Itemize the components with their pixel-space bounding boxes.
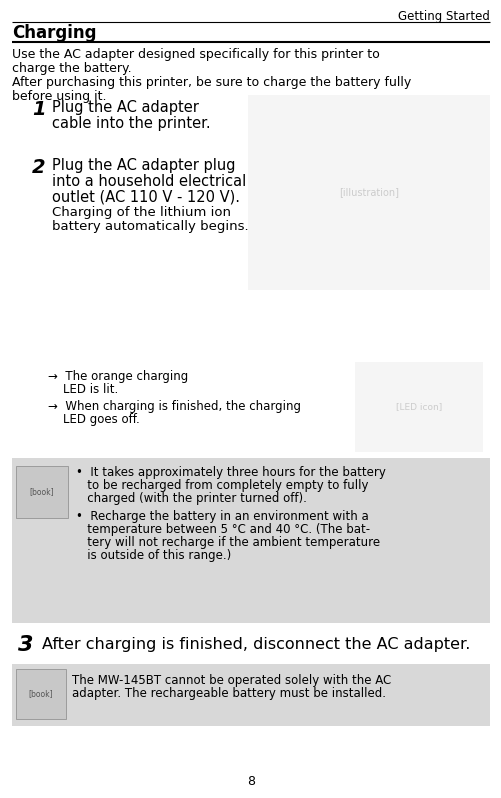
Text: The MW-145BT cannot be operated solely with the AC: The MW-145BT cannot be operated solely w…: [72, 674, 390, 687]
Text: Charging: Charging: [12, 24, 96, 42]
Text: 3: 3: [18, 635, 34, 655]
Bar: [16, 466, 68, 518]
Bar: [247, 95, 489, 290]
Text: outlet (AC 110 V - 120 V).: outlet (AC 110 V - 120 V).: [52, 190, 239, 205]
Text: charged (with the printer turned off).: charged (with the printer turned off).: [76, 492, 306, 505]
Text: 2: 2: [32, 158, 46, 177]
Text: tery will not recharge if the ambient temperature: tery will not recharge if the ambient te…: [76, 536, 379, 549]
Text: battery automatically begins.: battery automatically begins.: [52, 220, 248, 233]
Text: Getting Started: Getting Started: [397, 10, 489, 23]
Text: temperature between 5 °C and 40 °C. (The bat-: temperature between 5 °C and 40 °C. (The…: [76, 523, 369, 536]
Text: Plug the AC adapter plug: Plug the AC adapter plug: [52, 158, 235, 173]
Text: LED goes off.: LED goes off.: [48, 413, 139, 426]
Text: before using it.: before using it.: [12, 90, 106, 103]
Text: cable into the printer.: cable into the printer.: [52, 116, 210, 131]
Text: [book]: [book]: [29, 689, 53, 698]
Text: After charging is finished, disconnect the AC adapter.: After charging is finished, disconnect t…: [42, 637, 469, 652]
Text: to be recharged from completely empty to fully: to be recharged from completely empty to…: [76, 479, 368, 492]
Text: →  When charging is finished, the charging: → When charging is finished, the chargin…: [48, 400, 301, 413]
Bar: [16, 669, 66, 719]
Text: •  Recharge the battery in an environment with a: • Recharge the battery in an environment…: [76, 510, 368, 523]
Text: 8: 8: [246, 775, 255, 788]
Text: Use the AC adapter designed specifically for this printer to: Use the AC adapter designed specifically…: [12, 48, 379, 61]
Bar: [12, 458, 489, 623]
Text: →  The orange charging: → The orange charging: [48, 370, 188, 383]
Text: [illustration]: [illustration]: [338, 188, 398, 197]
Text: into a household electrical: into a household electrical: [52, 174, 246, 189]
Bar: [12, 664, 489, 726]
Text: LED is lit.: LED is lit.: [48, 383, 118, 396]
Text: is outside of this range.): is outside of this range.): [76, 549, 231, 562]
Text: After purchasing this printer, be sure to charge the battery fully: After purchasing this printer, be sure t…: [12, 76, 410, 89]
Text: Plug the AC adapter: Plug the AC adapter: [52, 100, 198, 115]
Text: Charging of the lithium ion: Charging of the lithium ion: [52, 206, 230, 219]
Bar: [354, 362, 482, 452]
Text: •  It takes approximately three hours for the battery: • It takes approximately three hours for…: [76, 466, 385, 479]
Text: adapter. The rechargeable battery must be installed.: adapter. The rechargeable battery must b…: [72, 687, 385, 700]
Text: 1: 1: [32, 100, 46, 119]
Text: [book]: [book]: [30, 488, 54, 496]
Text: charge the battery.: charge the battery.: [12, 62, 131, 75]
Text: [LED icon]: [LED icon]: [395, 402, 441, 412]
